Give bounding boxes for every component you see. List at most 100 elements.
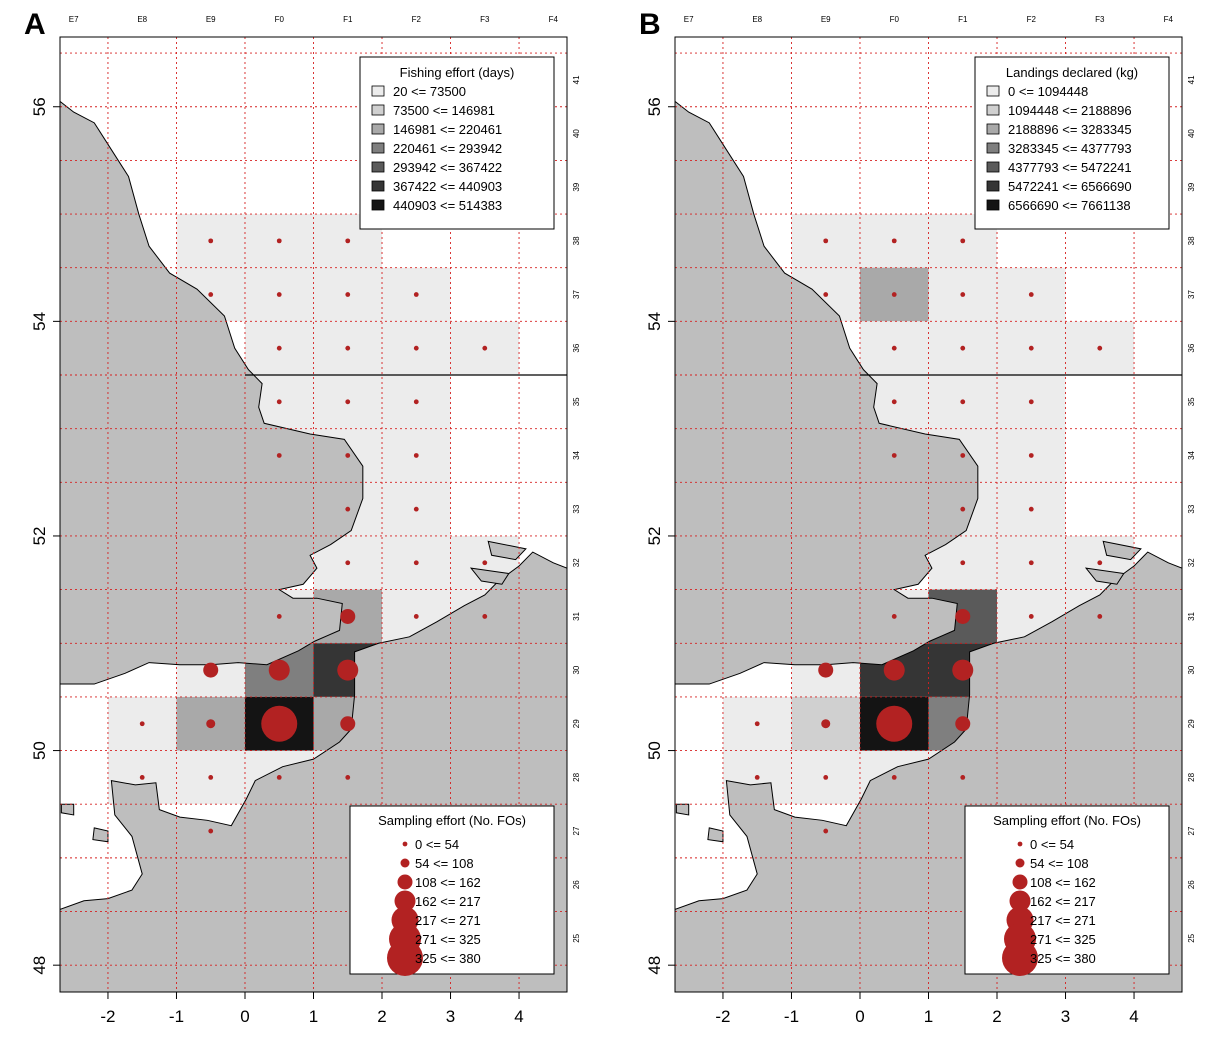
legend-swatch	[371, 161, 385, 173]
sampling-point	[1097, 614, 1103, 619]
panel-label: A	[24, 8, 46, 41]
legend-point	[400, 858, 410, 868]
legend-swatch	[371, 142, 385, 154]
legend-point	[402, 841, 408, 847]
ices-row-label: 38	[1187, 236, 1196, 245]
ices-column-label: E8	[752, 15, 762, 24]
legend-swatch	[986, 104, 1000, 116]
ices-column-label: F4	[549, 15, 559, 24]
ices-row-label: 34	[1187, 450, 1196, 459]
sampling-point	[208, 774, 214, 780]
ices-column-label: E9	[821, 15, 831, 24]
x-tick-label: -2	[715, 1007, 730, 1026]
legend-title: Sampling effort (No. FOs)	[993, 813, 1141, 828]
ices-row-label: 33	[1187, 504, 1196, 513]
sampling-point	[955, 716, 971, 732]
sampling-point	[960, 560, 966, 566]
x-tick-label: 2	[377, 1007, 386, 1026]
sampling-point	[413, 292, 419, 297]
legend-swatch	[986, 85, 1000, 97]
legend-item-label: 367422 <= 440903	[393, 179, 502, 194]
ices-row-label: 27	[572, 826, 581, 835]
legend-swatch	[986, 161, 1000, 173]
legend-item-label: 325 <= 380	[1030, 951, 1096, 966]
ices-row-label: 35	[1187, 397, 1196, 406]
sampling-point	[276, 345, 282, 351]
legend-title: Landings declared (kg)	[1006, 65, 1138, 80]
land-great-britain	[60, 100, 364, 685]
ices-column-label: E9	[206, 15, 216, 24]
sampling-point	[413, 345, 419, 351]
sampling-point	[891, 345, 897, 351]
legend-swatch	[371, 199, 385, 211]
legend-point	[1002, 940, 1038, 976]
x-tick-label: 3	[1061, 1007, 1070, 1026]
ices-column-label: E8	[137, 15, 147, 24]
sampling-point	[345, 292, 351, 297]
y-tick-label: 54	[30, 312, 49, 331]
ices-row-label: 41	[572, 75, 581, 84]
land-island	[1102, 540, 1142, 561]
legend-swatch	[371, 85, 385, 97]
sampling-point	[413, 614, 419, 619]
legend-item-label: 73500 <= 146981	[393, 103, 495, 118]
ices-column-label: F1	[958, 15, 968, 24]
ices-row-label: 37	[572, 290, 581, 299]
x-tick-label: 1	[309, 1007, 318, 1026]
y-tick-label: 48	[30, 956, 49, 975]
ices-row-label: 37	[1187, 290, 1196, 299]
ices-row-label: 30	[572, 665, 581, 674]
ices-column-label: F1	[343, 15, 353, 24]
ices-row-label: 40	[572, 129, 581, 138]
ices-column-label: F0	[890, 15, 900, 24]
sampling-point	[891, 614, 897, 619]
legend-point	[1012, 874, 1028, 890]
ices-row-label: 36	[572, 343, 581, 352]
legend-title: Sampling effort (No. FOs)	[378, 813, 526, 828]
sampling-point	[891, 453, 897, 458]
legend-swatch	[986, 180, 1000, 192]
legend-item-label: 440903 <= 514383	[393, 198, 502, 213]
sampling-point	[823, 828, 829, 834]
legend-swatch	[986, 199, 1000, 211]
sampling-point	[1097, 345, 1103, 351]
x-tick-label: 4	[514, 1007, 523, 1026]
land-guernsey	[60, 803, 75, 816]
fill-legend: Fishing effort (days) 20 <= 73500 73500 <=…	[359, 56, 555, 230]
legend-box	[349, 805, 555, 975]
legend-swatch	[986, 123, 1000, 135]
y-tick-label: 52	[30, 526, 49, 545]
legend-item-label: 293942 <= 367422	[393, 160, 502, 175]
y-tick-label: 54	[645, 312, 664, 331]
sampling-point	[345, 238, 351, 244]
sampling-point	[1028, 614, 1034, 619]
ices-row-label: 29	[1187, 719, 1196, 728]
sampling-point	[413, 453, 419, 458]
ices-row-label: 35	[572, 397, 581, 406]
ices-row-label: 26	[572, 880, 581, 889]
sampling-point	[823, 238, 829, 244]
legend-item-label: 217 <= 271	[415, 913, 481, 928]
legend-item-label: 2188896 <= 3283345	[1008, 122, 1132, 137]
sampling-point	[883, 659, 905, 681]
legend-box	[974, 56, 1170, 230]
x-tick-label: 2	[992, 1007, 1001, 1026]
sampling-point	[345, 399, 351, 405]
sampling-point	[818, 662, 834, 678]
sampling-point	[960, 399, 966, 405]
sampling-point	[823, 774, 829, 780]
legend-item-label: 20 <= 73500	[393, 84, 466, 99]
legend-item-label: 220461 <= 293942	[393, 141, 502, 156]
sampling-point	[139, 721, 145, 727]
sampling-point	[1028, 345, 1034, 351]
sampling-point	[208, 238, 214, 244]
sampling-point	[345, 453, 351, 458]
land-guernsey	[675, 803, 690, 816]
sampling-point	[891, 774, 897, 780]
sampling-point	[482, 614, 488, 619]
legend-item-label: 54 <= 108	[415, 856, 474, 871]
ices-row-label: 27	[1187, 826, 1196, 835]
